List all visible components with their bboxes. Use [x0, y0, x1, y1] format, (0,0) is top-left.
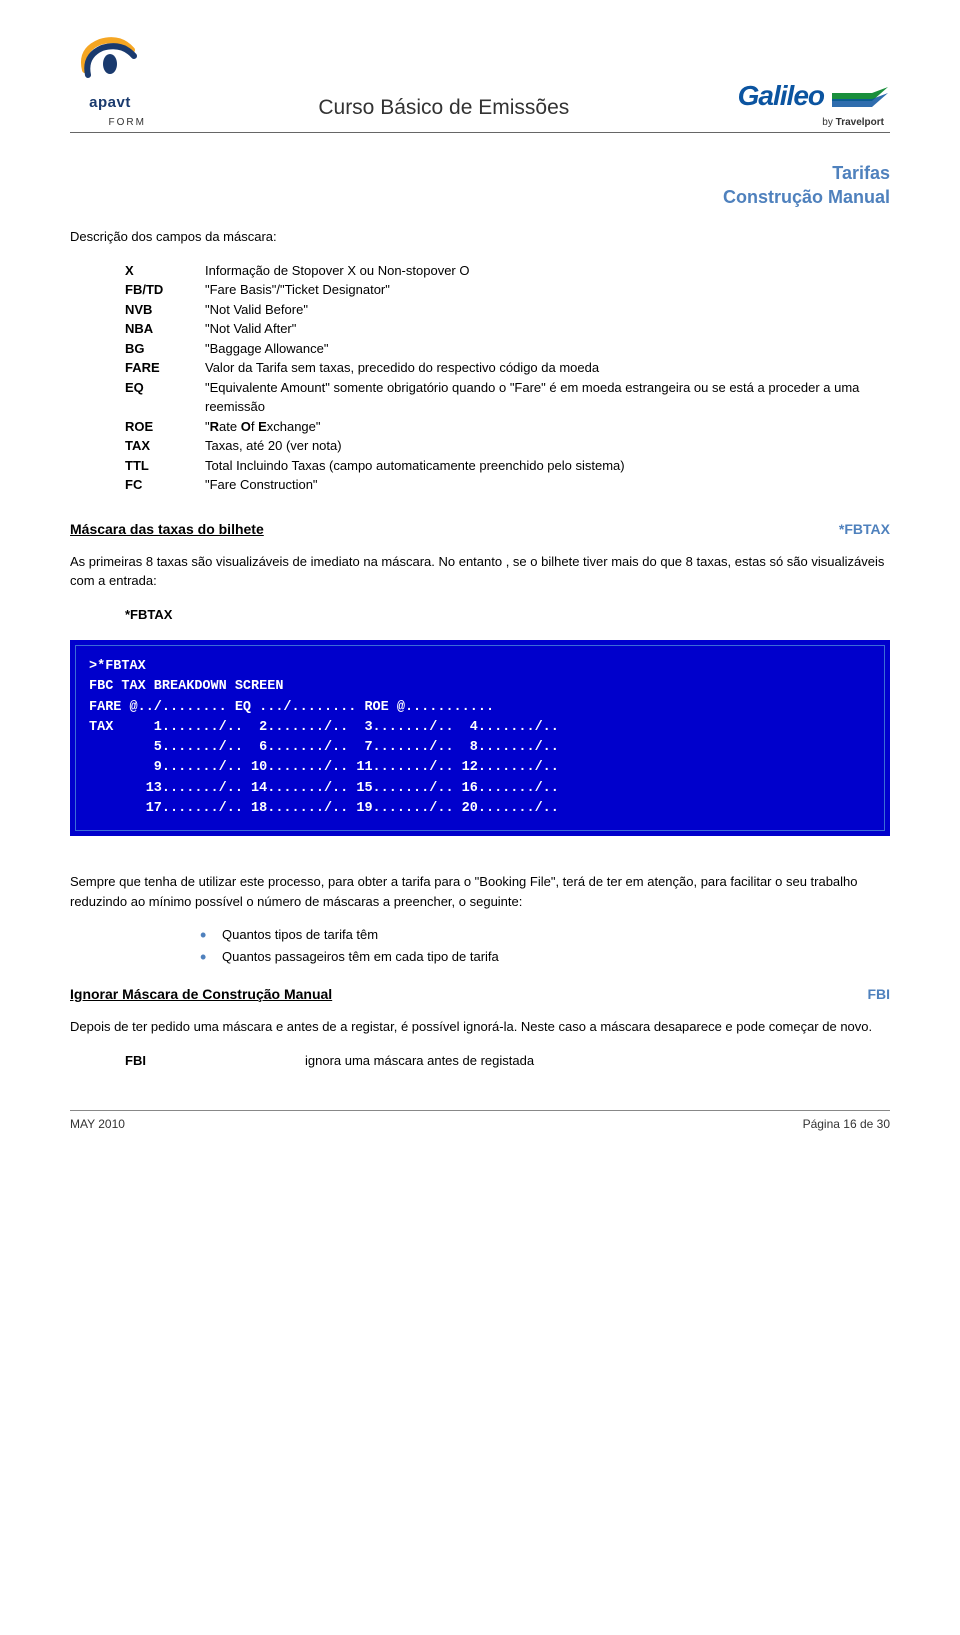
def-key: FB/TD — [125, 280, 205, 300]
def-row: FAREValor da Tarifa sem taxas, precedido… — [125, 358, 890, 378]
def-key: TAX — [125, 436, 205, 456]
def-val: "Fare Construction" — [205, 475, 890, 495]
ignorar-cmd: FBI — [867, 984, 890, 1005]
def-val: "Fare Basis"/"Ticket Designator" — [205, 280, 890, 300]
def-val: "Equivalente Amount" somente obrigatório… — [205, 378, 890, 417]
def-key: FC — [125, 475, 205, 495]
mascara-cmd: *FBTAX — [839, 519, 890, 540]
mascara-paragraph: As primeiras 8 taxas são visualizáveis d… — [70, 552, 890, 591]
page-title: Curso Básico de Emissões — [318, 92, 569, 124]
galileo-sub: by Travelport — [822, 115, 884, 130]
def-val: "Not Valid Before" — [205, 300, 890, 320]
bullet-list: Quantos tipos de tarifa têm Quantos pass… — [200, 925, 890, 966]
def-key: NVB — [125, 300, 205, 320]
ignorar-heading-row: Ignorar Máscara de Construção Manual FBI — [70, 984, 890, 1005]
def-val: Taxas, até 20 (ver nota) — [205, 436, 890, 456]
ignorar-heading: Ignorar Máscara de Construção Manual — [70, 984, 332, 1005]
def-row: XInformação de Stopover X ou Non-stopove… — [125, 261, 890, 281]
intro-text: Descrição dos campos da máscara: — [70, 227, 890, 247]
bullet-item: Quantos passageiros têm em cada tipo de … — [200, 947, 890, 967]
apavt-icon — [70, 30, 150, 90]
bullet-item: Quantos tipos de tarifa têm — [200, 925, 890, 945]
fbi-row: FBI ignora uma máscara antes de registad… — [125, 1051, 890, 1071]
definitions-table: XInformação de Stopover X ou Non-stopove… — [125, 261, 890, 495]
travelport-icon — [830, 79, 890, 113]
sempre-paragraph: Sempre que tenha de utilizar este proces… — [70, 872, 890, 911]
def-key: EQ — [125, 378, 205, 398]
def-row: ROE"Rate Of Exchange" — [125, 417, 890, 437]
ignorar-paragraph: Depois de ter pedido uma máscara e antes… — [70, 1017, 890, 1037]
logo-apavt: apavt FORM — [70, 30, 150, 130]
apavt-sub: FORM — [109, 115, 146, 130]
footer-right: Página 16 de 30 — [803, 1115, 890, 1133]
apavt-text: apavt — [89, 92, 131, 115]
section-title-line1: Tarifas — [832, 163, 890, 183]
def-key: BG — [125, 339, 205, 359]
terminal-output: >*FBTAX FBC TAX BREAKDOWN SCREEN FARE @.… — [70, 640, 890, 836]
fbtax-label: *FBTAX — [125, 605, 890, 625]
def-row: TTLTotal Incluindo Taxas (campo automati… — [125, 456, 890, 476]
def-row: FC"Fare Construction" — [125, 475, 890, 495]
def-val: "Not Valid After" — [205, 319, 890, 339]
footer-left: MAY 2010 — [70, 1115, 125, 1133]
def-val: Valor da Tarifa sem taxas, precedido do … — [205, 358, 890, 378]
def-key: ROE — [125, 417, 205, 437]
page-footer: MAY 2010 Página 16 de 30 — [70, 1110, 890, 1133]
def-key: TTL — [125, 456, 205, 476]
def-row: NVB"Not Valid Before" — [125, 300, 890, 320]
page-header: apavt FORM Curso Básico de Emissões Gali… — [70, 30, 890, 133]
mascara-heading-row: Máscara das taxas do bilhete *FBTAX — [70, 519, 890, 540]
section-title-line2: Construção Manual — [723, 187, 890, 207]
def-row: TAXTaxas, até 20 (ver nota) — [125, 436, 890, 456]
fbi-key: FBI — [125, 1051, 305, 1071]
def-row: NBA"Not Valid After" — [125, 319, 890, 339]
galileo-text: Galileo — [738, 75, 824, 117]
mascara-heading: Máscara das taxas do bilhete — [70, 519, 264, 540]
def-key: FARE — [125, 358, 205, 378]
def-key: X — [125, 261, 205, 281]
def-val: Total Incluindo Taxas (campo automaticam… — [205, 456, 890, 476]
def-val: Informação de Stopover X ou Non-stopover… — [205, 261, 890, 281]
def-row: FB/TD"Fare Basis"/"Ticket Designator" — [125, 280, 890, 300]
def-key: NBA — [125, 319, 205, 339]
fbi-val: ignora uma máscara antes de registada — [305, 1051, 534, 1071]
def-val: "Baggage Allowance" — [205, 339, 890, 359]
def-val: "Rate Of Exchange" — [205, 417, 890, 437]
section-title: Tarifas Construção Manual — [70, 161, 890, 210]
def-row: BG"Baggage Allowance" — [125, 339, 890, 359]
def-row: EQ"Equivalente Amount" somente obrigatór… — [125, 378, 890, 417]
logo-galileo: Galileo by Travelport — [738, 75, 890, 130]
